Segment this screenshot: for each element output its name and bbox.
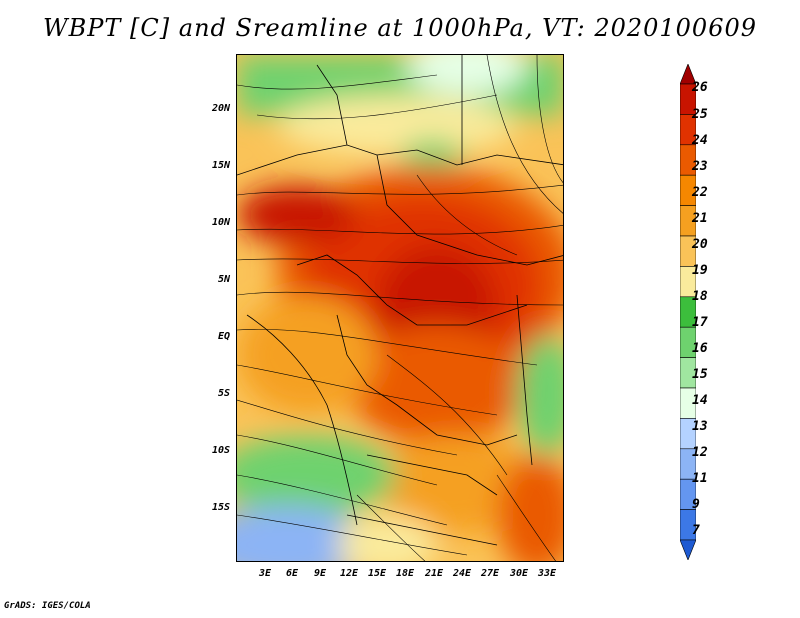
colorbar-bottom-arrow bbox=[680, 539, 696, 560]
lon-label-18e: 18E bbox=[395, 568, 415, 579]
cbar-label-18: 18 bbox=[692, 289, 708, 304]
lon-label-21e: 21E bbox=[424, 568, 444, 579]
lat-label-5n: 5N bbox=[217, 274, 230, 285]
lat-label-15s: 15S bbox=[211, 502, 230, 513]
lat-label-15n: 15N bbox=[211, 160, 230, 171]
cbar-label-24: 24 bbox=[692, 133, 708, 148]
cbar-label-22: 22 bbox=[692, 185, 708, 200]
lat-label-5s: 5S bbox=[217, 388, 230, 399]
map-panel bbox=[236, 54, 564, 562]
lon-label-30e: 30E bbox=[509, 568, 529, 579]
lat-label-eq: EQ bbox=[217, 331, 230, 342]
cbar-label-15: 15 bbox=[692, 367, 708, 382]
cbar-label-14: 14 bbox=[692, 393, 708, 408]
cbar-label-23: 23 bbox=[692, 159, 708, 174]
cbar-label-12: 12 bbox=[692, 445, 708, 460]
grads-credit: GrADS: IGES/COLA bbox=[4, 601, 91, 611]
cbar-label-19: 19 bbox=[692, 263, 708, 278]
cbar-label-7: 7 bbox=[692, 523, 700, 538]
lon-label-3e: 3E bbox=[258, 568, 272, 579]
cbar-label-21: 21 bbox=[692, 211, 708, 226]
wbpt-field bbox=[237, 55, 563, 561]
lat-label-10n: 10N bbox=[211, 217, 230, 228]
lon-label-15e: 15E bbox=[367, 568, 387, 579]
lat-label-20n: 20N bbox=[211, 103, 230, 114]
streamlines bbox=[237, 55, 563, 561]
lon-label-6e: 6E bbox=[285, 568, 299, 579]
cbar-label-13: 13 bbox=[692, 419, 708, 434]
border-lines bbox=[237, 55, 563, 546]
chart-title: WBPT [C] and Sreamline at 1000hPa, VT: 2… bbox=[42, 14, 758, 42]
lat-label-10s: 10S bbox=[211, 445, 230, 456]
lon-label-27e: 27E bbox=[480, 568, 500, 579]
colorbar bbox=[680, 64, 696, 560]
cbar-label-9: 9 bbox=[692, 497, 700, 512]
cbar-label-20: 20 bbox=[692, 237, 708, 252]
lon-label-12e: 12E bbox=[339, 568, 359, 579]
lon-label-9e: 9E bbox=[313, 568, 327, 579]
lon-label-24e: 24E bbox=[452, 568, 472, 579]
cbar-label-16: 16 bbox=[692, 341, 708, 356]
cbar-label-11: 11 bbox=[692, 471, 708, 486]
cbar-label-25: 25 bbox=[692, 107, 708, 122]
lon-label-33e: 33E bbox=[537, 568, 557, 579]
cbar-label-26: 26 bbox=[692, 80, 708, 95]
cbar-label-17: 17 bbox=[692, 315, 708, 330]
